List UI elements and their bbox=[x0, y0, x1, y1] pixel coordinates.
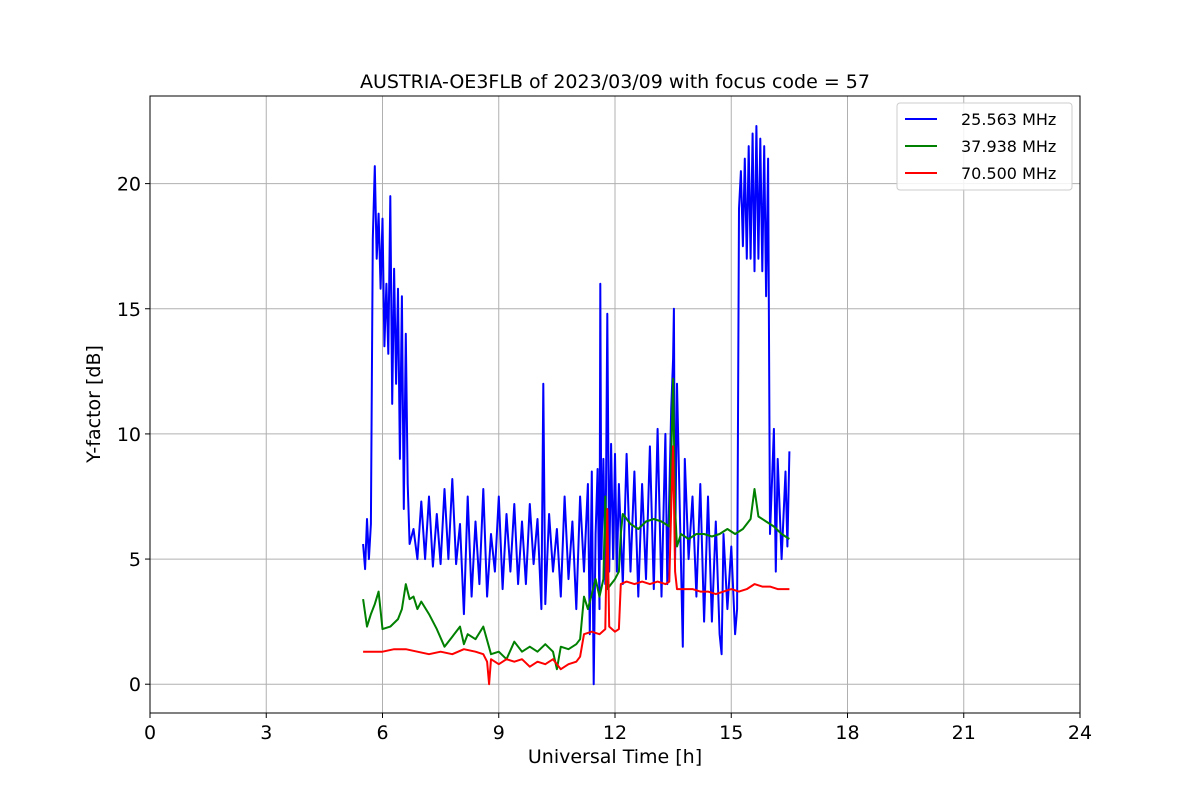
legend-label-3: 70.500 MHz bbox=[961, 164, 1056, 183]
y-tick-label: 20 bbox=[117, 174, 141, 196]
series-line-1 bbox=[362, 125, 791, 686]
y-tick-label: 5 bbox=[129, 549, 141, 571]
y-axis: 0 5 10 15 20 bbox=[117, 174, 150, 696]
x-tick-label: 21 bbox=[952, 722, 976, 744]
series-line-2 bbox=[362, 377, 790, 671]
x-tick-label: 9 bbox=[493, 722, 505, 744]
y-tick-label: 15 bbox=[117, 299, 141, 321]
legend: 25.563 MHz 37.938 MHz 70.500 MHz bbox=[896, 102, 1073, 191]
y-axis-label: Y-factor [dB] bbox=[83, 345, 105, 464]
chart-title: AUSTRIA-OE3FLB of 2023/03/09 with focus … bbox=[360, 71, 870, 93]
x-tick-label: 15 bbox=[719, 722, 743, 744]
y-tick-label: 10 bbox=[117, 424, 141, 446]
series-line-3 bbox=[363, 445, 790, 686]
x-axis-label: Universal Time [h] bbox=[528, 746, 702, 768]
x-tick-label: 24 bbox=[1068, 722, 1092, 744]
y-tick-label: 0 bbox=[129, 674, 141, 696]
plot-series bbox=[362, 125, 791, 686]
x-tick-label: 18 bbox=[835, 722, 859, 744]
x-tick-label: 12 bbox=[603, 722, 627, 744]
x-tick-label: 6 bbox=[376, 722, 388, 744]
x-axis: 0 3 6 9 12 15 18 21 24 bbox=[144, 713, 1092, 744]
legend-label-1: 25.563 MHz bbox=[961, 110, 1056, 129]
x-tick-label: 3 bbox=[260, 722, 272, 744]
x-tick-label: 0 bbox=[144, 722, 156, 744]
legend-box bbox=[896, 102, 1073, 191]
legend-label-2: 37.938 MHz bbox=[961, 137, 1056, 156]
